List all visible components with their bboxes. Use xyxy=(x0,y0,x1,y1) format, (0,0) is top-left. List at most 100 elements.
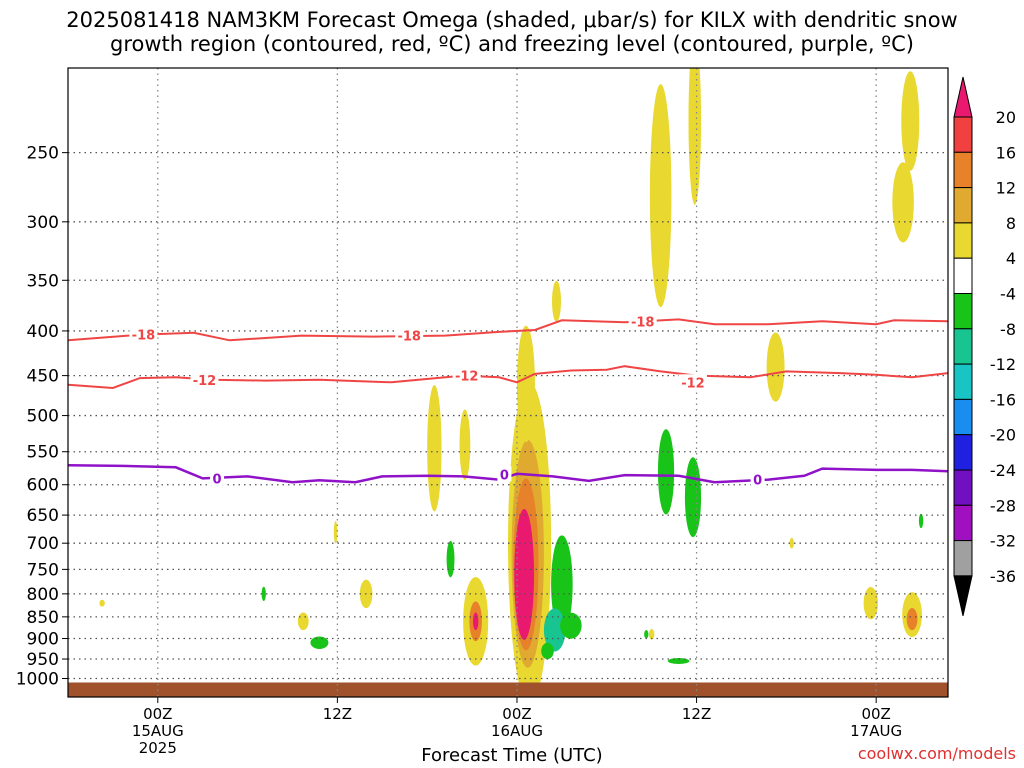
omega-cell xyxy=(472,612,479,631)
svg-text:-12: -12 xyxy=(193,374,217,389)
colorbar-swatch xyxy=(953,187,973,224)
omega-cell xyxy=(541,642,554,660)
colorbar-swatch xyxy=(953,76,973,118)
colorbar-swatch xyxy=(953,328,973,365)
omega-cell xyxy=(657,429,675,515)
omega-cell xyxy=(901,71,920,171)
credit-link[interactable]: coolwx.com/models xyxy=(857,744,1016,763)
omega-cell xyxy=(560,612,582,639)
colorbar-label: -4 xyxy=(1000,285,1016,304)
colorbar-label: 20 xyxy=(996,108,1016,127)
contour-label: -18 xyxy=(395,327,424,345)
y-tick-label: 550 xyxy=(27,443,59,463)
colorbar-swatch xyxy=(953,398,973,436)
dendritic-contour-minus18 xyxy=(68,318,948,342)
contour-label: 0 xyxy=(497,466,512,483)
x-tick-label: 2025 xyxy=(139,739,177,757)
omega-cell xyxy=(446,540,455,578)
svg-text:0: 0 xyxy=(500,468,509,483)
omega-cell xyxy=(684,457,702,538)
omega-cell xyxy=(550,617,563,643)
omega-cell xyxy=(459,409,471,480)
contour-label: -12 xyxy=(678,374,707,391)
y-tick-label: 950 xyxy=(27,650,59,670)
colorbar-swatch xyxy=(953,293,973,330)
y-tick-label: 400 xyxy=(27,322,59,342)
y-tick-label: 450 xyxy=(27,367,59,387)
colorbar: 20 16 12 8 4 -4 -8 -12 -16 -20 -24 -28 -32 -36 xyxy=(953,76,1016,617)
x-tick-label: 00Z xyxy=(502,705,531,723)
y-tick-label: 650 xyxy=(27,506,59,526)
omega-cell xyxy=(863,587,878,620)
omega-cell xyxy=(648,628,655,640)
y-tick-label: 300 xyxy=(27,213,59,233)
contour-label: -18 xyxy=(129,326,158,344)
y-tick-label: 700 xyxy=(27,534,59,554)
colorbar-label: -16 xyxy=(990,390,1016,409)
colorbar-label: 16 xyxy=(996,143,1016,162)
contour-label: -12 xyxy=(452,367,481,385)
colorbar-swatch xyxy=(953,469,973,506)
y-tick-label: 750 xyxy=(27,560,59,580)
svg-text:-18: -18 xyxy=(397,330,421,345)
omega-cell xyxy=(892,162,914,243)
colorbar-swatch xyxy=(953,116,973,153)
omega-cell xyxy=(99,599,105,607)
colorbar-label: -8 xyxy=(1000,320,1016,339)
omega-cell xyxy=(333,521,338,544)
omega-cell xyxy=(644,630,649,639)
colorbar-label: -20 xyxy=(990,426,1016,445)
colorbar-label: -28 xyxy=(990,496,1016,515)
contour-label: 0 xyxy=(750,471,765,489)
omega-cell xyxy=(789,537,794,549)
plot-frame xyxy=(67,67,949,698)
colorbar-swatch xyxy=(953,363,973,400)
colorbar-swatch xyxy=(953,257,973,295)
svg-text:-18: -18 xyxy=(631,315,655,330)
colorbar-swatch xyxy=(953,222,973,259)
colorbar-swatch xyxy=(953,151,973,189)
y-tick-label: 900 xyxy=(27,630,59,650)
colorbar-swatch xyxy=(953,575,973,617)
omega-cell xyxy=(552,280,561,322)
y-tick-label: 350 xyxy=(27,271,59,291)
colorbar-label: -32 xyxy=(990,532,1016,551)
omega-cell xyxy=(514,508,535,640)
colorbar-swatch xyxy=(953,434,973,471)
omega-cell xyxy=(310,636,329,649)
omega-cell xyxy=(551,535,573,634)
svg-text:0: 0 xyxy=(753,474,762,489)
svg-text:0: 0 xyxy=(213,472,222,487)
x-tick-label: 15AUG xyxy=(132,722,184,740)
colorbar-label: -12 xyxy=(990,355,1016,374)
colorbar-label: -24 xyxy=(990,461,1016,480)
omega-cell xyxy=(516,325,535,443)
omega-cell xyxy=(649,84,672,308)
svg-text:-12: -12 xyxy=(455,370,479,385)
x-tick-label: 00Z xyxy=(143,705,172,723)
omega-cell xyxy=(427,385,442,512)
chart-title-line1: 2025081418 NAM3KM Forecast Omega (shaded… xyxy=(66,8,958,32)
y-tick-label: 500 xyxy=(27,407,59,427)
plot-area: -18 -18 -18 -12 -12 -12 0 0 0 xyxy=(68,68,948,697)
y-tick-label: 800 xyxy=(27,585,59,605)
x-axis-label: Forecast Time (UTC) xyxy=(421,745,603,766)
svg-text:-18: -18 xyxy=(132,329,156,344)
contour-label: 0 xyxy=(210,470,225,487)
omega-cell xyxy=(918,513,924,529)
omega-cell xyxy=(688,68,702,205)
ground-band xyxy=(68,682,948,697)
y-tick-label: 250 xyxy=(27,144,59,164)
x-tick-label: 12Z xyxy=(323,705,352,723)
colorbar-swatch xyxy=(953,504,973,542)
colorbar-swatch xyxy=(953,540,973,577)
y-tick-label: 600 xyxy=(27,476,59,496)
svg-text:-12: -12 xyxy=(681,376,705,391)
contour-label: -12 xyxy=(190,371,219,389)
y-tick-label: 1000 xyxy=(16,669,59,689)
y-tick-label: 850 xyxy=(27,608,59,628)
x-tick-label: 16AUG xyxy=(491,722,543,740)
x-tick-label: 12Z xyxy=(682,705,711,723)
contour-label: -18 xyxy=(628,313,657,330)
